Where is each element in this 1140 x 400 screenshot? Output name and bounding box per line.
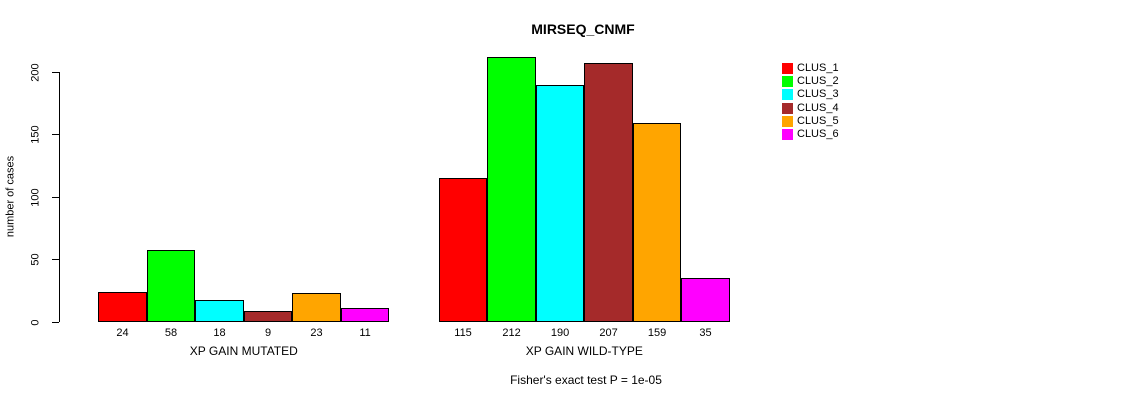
- y-axis-tick-label: 150: [29, 125, 42, 144]
- bar-wild-type-clus_2: [487, 57, 536, 322]
- bar-value-label: 207: [599, 327, 618, 339]
- y-axis-title: number of cases: [4, 155, 17, 238]
- bar-value-label: 35: [699, 327, 712, 339]
- legend-item: CLUS_2: [782, 75, 839, 88]
- y-axis-tick: [52, 196, 59, 198]
- legend-label: CLUS_6: [797, 128, 839, 141]
- legend-label: CLUS_4: [797, 101, 839, 114]
- bar-value-label: 24: [116, 327, 129, 339]
- legend-swatch-clus_6: [782, 129, 793, 141]
- bar-mutated-clus_1: [98, 292, 147, 322]
- chart-title: MIRSEQ_CNMF: [531, 21, 635, 37]
- y-axis-tick: [52, 71, 59, 73]
- legend-item: CLUS_6: [782, 128, 839, 141]
- bar-wild-type-clus_4: [584, 63, 633, 322]
- footnote: Fisher's exact test P = 1e-05: [510, 373, 662, 387]
- legend-item: CLUS_1: [782, 62, 839, 75]
- legend-swatch-clus_3: [782, 89, 793, 101]
- bar-value-label: 9: [264, 327, 272, 339]
- bar-mutated-clus_6: [340, 308, 390, 322]
- bar-wild-type-clus_5: [632, 123, 682, 322]
- legend-item: CLUS_4: [782, 102, 839, 115]
- bar-value-label: 159: [647, 327, 667, 339]
- bar-wild-type-clus_6: [681, 278, 730, 322]
- x-axis-label-wild-type: XP GAIN WILD-TYPE: [525, 344, 643, 358]
- legend-item: CLUS_3: [782, 88, 839, 101]
- bar-mutated-clus_2: [146, 249, 196, 322]
- bar-value-label: 18: [213, 327, 226, 339]
- legend-swatch-clus_4: [782, 102, 793, 114]
- y-axis-tick: [52, 134, 59, 135]
- x-axis-label-mutated: XP GAIN MUTATED: [189, 344, 298, 358]
- legend-label: CLUS_2: [797, 75, 839, 88]
- y-axis-tick-label: 100: [29, 187, 42, 207]
- legend-label: CLUS_5: [797, 114, 839, 127]
- bar-wild-type-clus_1: [438, 178, 488, 322]
- legend-label: CLUS_3: [797, 88, 839, 101]
- y-axis-tick: [52, 321, 59, 323]
- y-axis-tick: [52, 259, 59, 260]
- bar-value-label: 58: [164, 327, 178, 339]
- bar-mutated-clus_3: [195, 299, 244, 322]
- bar-mutated-clus_4: [243, 310, 293, 322]
- bar-value-label: 23: [310, 327, 323, 339]
- legend-label: CLUS_1: [797, 62, 839, 75]
- y-axis-tick-label: 0: [29, 318, 42, 326]
- legend-item: CLUS_5: [782, 115, 839, 128]
- legend: CLUS_1 CLUS_2 CLUS_3 CLUS_4 CLUS_5 CLUS_6: [782, 62, 839, 141]
- bar-mutated-clus_5: [292, 293, 341, 322]
- legend-swatch-clus_2: [782, 76, 793, 88]
- y-axis-tick-label: 50: [29, 253, 42, 266]
- bar-value-label: 115: [454, 327, 472, 339]
- y-axis-line: [59, 72, 60, 322]
- bar-value-label: 190: [550, 327, 570, 339]
- y-axis-tick-label: 200: [29, 62, 42, 82]
- legend-swatch-clus_1: [782, 63, 793, 75]
- legend-swatch-clus_5: [782, 115, 793, 127]
- bar-value-label: 212: [502, 327, 521, 339]
- bar-wild-type-clus_3: [535, 84, 585, 322]
- bar-value-label: 11: [359, 327, 371, 339]
